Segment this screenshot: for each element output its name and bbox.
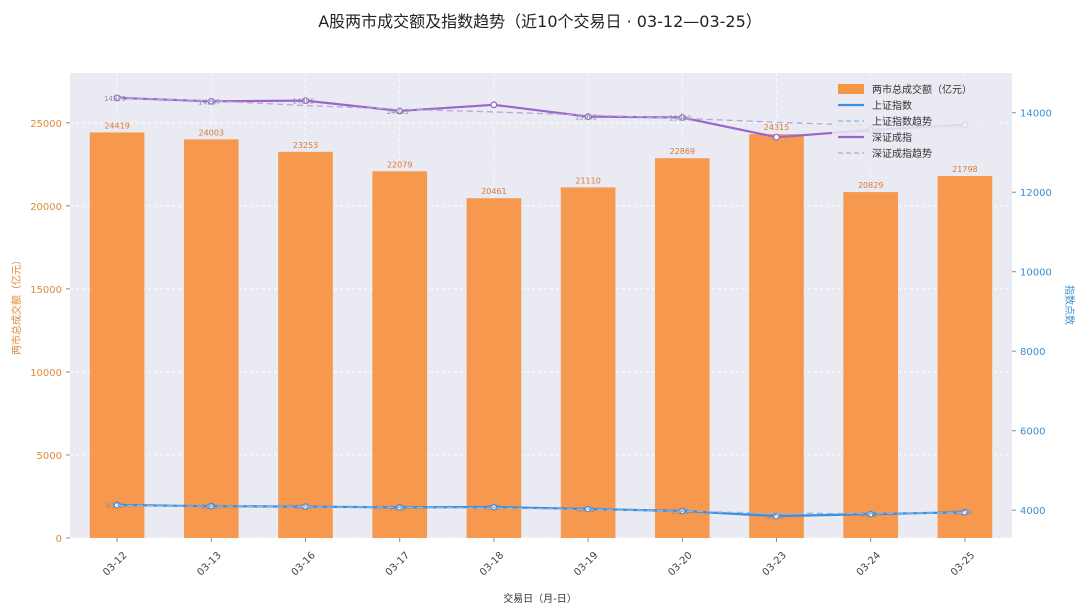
bar [937, 175, 993, 538]
x-tick-label: 03-19 [572, 550, 600, 578]
bar-value-label: 20829 [858, 181, 883, 190]
index-value-label: 3954 [954, 509, 972, 517]
bar-value-label: 24003 [199, 128, 224, 137]
index-value-label: 14375 [104, 95, 126, 103]
bar [183, 139, 239, 538]
bar [278, 151, 333, 538]
left-axis-title: 两市总成交额（亿元） [10, 255, 23, 355]
index-value-label: 4094 [295, 504, 313, 512]
left-tick-label: 15000 [30, 285, 62, 296]
bar [560, 187, 616, 538]
bar [749, 134, 804, 538]
x-tick-label: 03-20 [666, 550, 694, 578]
index-value-label: 4031 [577, 506, 595, 514]
index-value-label: 3902 [860, 511, 878, 519]
left-tick-label: 25000 [30, 119, 62, 130]
x-tick-label: 03-24 [855, 550, 883, 578]
x-tick-label: 03-25 [949, 550, 977, 578]
bar-value-label: 23253 [293, 141, 318, 150]
right-tick-label: 4000 [1020, 506, 1045, 517]
index-point [678, 114, 686, 121]
index-point [773, 512, 780, 520]
x-tick-label: 03-17 [384, 550, 412, 578]
bar [372, 171, 428, 539]
right-tick-label: 10000 [1020, 268, 1052, 279]
left-tick-label: 5000 [37, 451, 62, 462]
index-value-label: 13902 [575, 114, 597, 122]
bar [843, 192, 899, 538]
right-tick-label: 12000 [1020, 188, 1052, 199]
bar-value-label: 20461 [481, 187, 506, 196]
bar [654, 158, 710, 538]
x-tick-label: 03-16 [290, 550, 318, 578]
index-value-label: 4075 [389, 504, 407, 512]
legend-label: 深证成指趋势 [872, 147, 932, 160]
legend-swatch [838, 84, 864, 94]
index-value-label: 14045 [387, 108, 409, 116]
trend-line [117, 97, 965, 128]
index-value-label: 3855 [766, 513, 784, 521]
bar-value-label: 21110 [575, 176, 600, 185]
left-tick-label: 20000 [30, 202, 62, 213]
bar-value-label: 24315 [764, 123, 789, 132]
x-tick-label: 03-23 [761, 550, 789, 578]
index-point [302, 97, 309, 105]
legend-label: 两市总成交额（亿元） [872, 83, 972, 96]
legend-label: 上证指数趋势 [872, 115, 932, 128]
bar [466, 198, 522, 539]
chart-title: A股两市成交额及指数趋势（近10个交易日 · 03-12—03-25） [318, 12, 762, 31]
legend-box [832, 77, 1000, 165]
x-tick-label: 03-13 [195, 550, 223, 578]
x-tick-label: 03-12 [101, 550, 129, 578]
right-tick-label: 8000 [1020, 347, 1045, 358]
legend-label: 深证成指 [872, 131, 912, 144]
legend-label: 上证指数 [872, 99, 912, 112]
left-tick-label: 0 [56, 534, 62, 545]
index-value-label: 14305 [292, 98, 314, 106]
left-tick-label: 10000 [30, 368, 62, 379]
right-axis-title: 指数点数 [1063, 285, 1076, 325]
right-tick-label: 14000 [1020, 109, 1052, 120]
bar-value-label: 22869 [670, 147, 695, 156]
x-axis-title: 交易日（月-日） [503, 592, 577, 605]
index-point [773, 133, 780, 141]
bar [89, 132, 145, 538]
bar-value-label: 22079 [387, 160, 412, 169]
right-tick-label: 6000 [1020, 427, 1045, 438]
trend-line [117, 504, 965, 515]
x-tick-label: 03-18 [478, 550, 506, 578]
index-line [117, 96, 965, 139]
index-value-label: 4133 [106, 502, 124, 510]
bar-value-label: 21798 [952, 165, 977, 174]
index-value-label: 14287 [198, 98, 220, 106]
index-point [490, 101, 498, 109]
index-value-label: 3982 [671, 508, 689, 516]
index-value-label: 4105 [200, 503, 218, 511]
bar-value-label: 24419 [104, 121, 129, 130]
